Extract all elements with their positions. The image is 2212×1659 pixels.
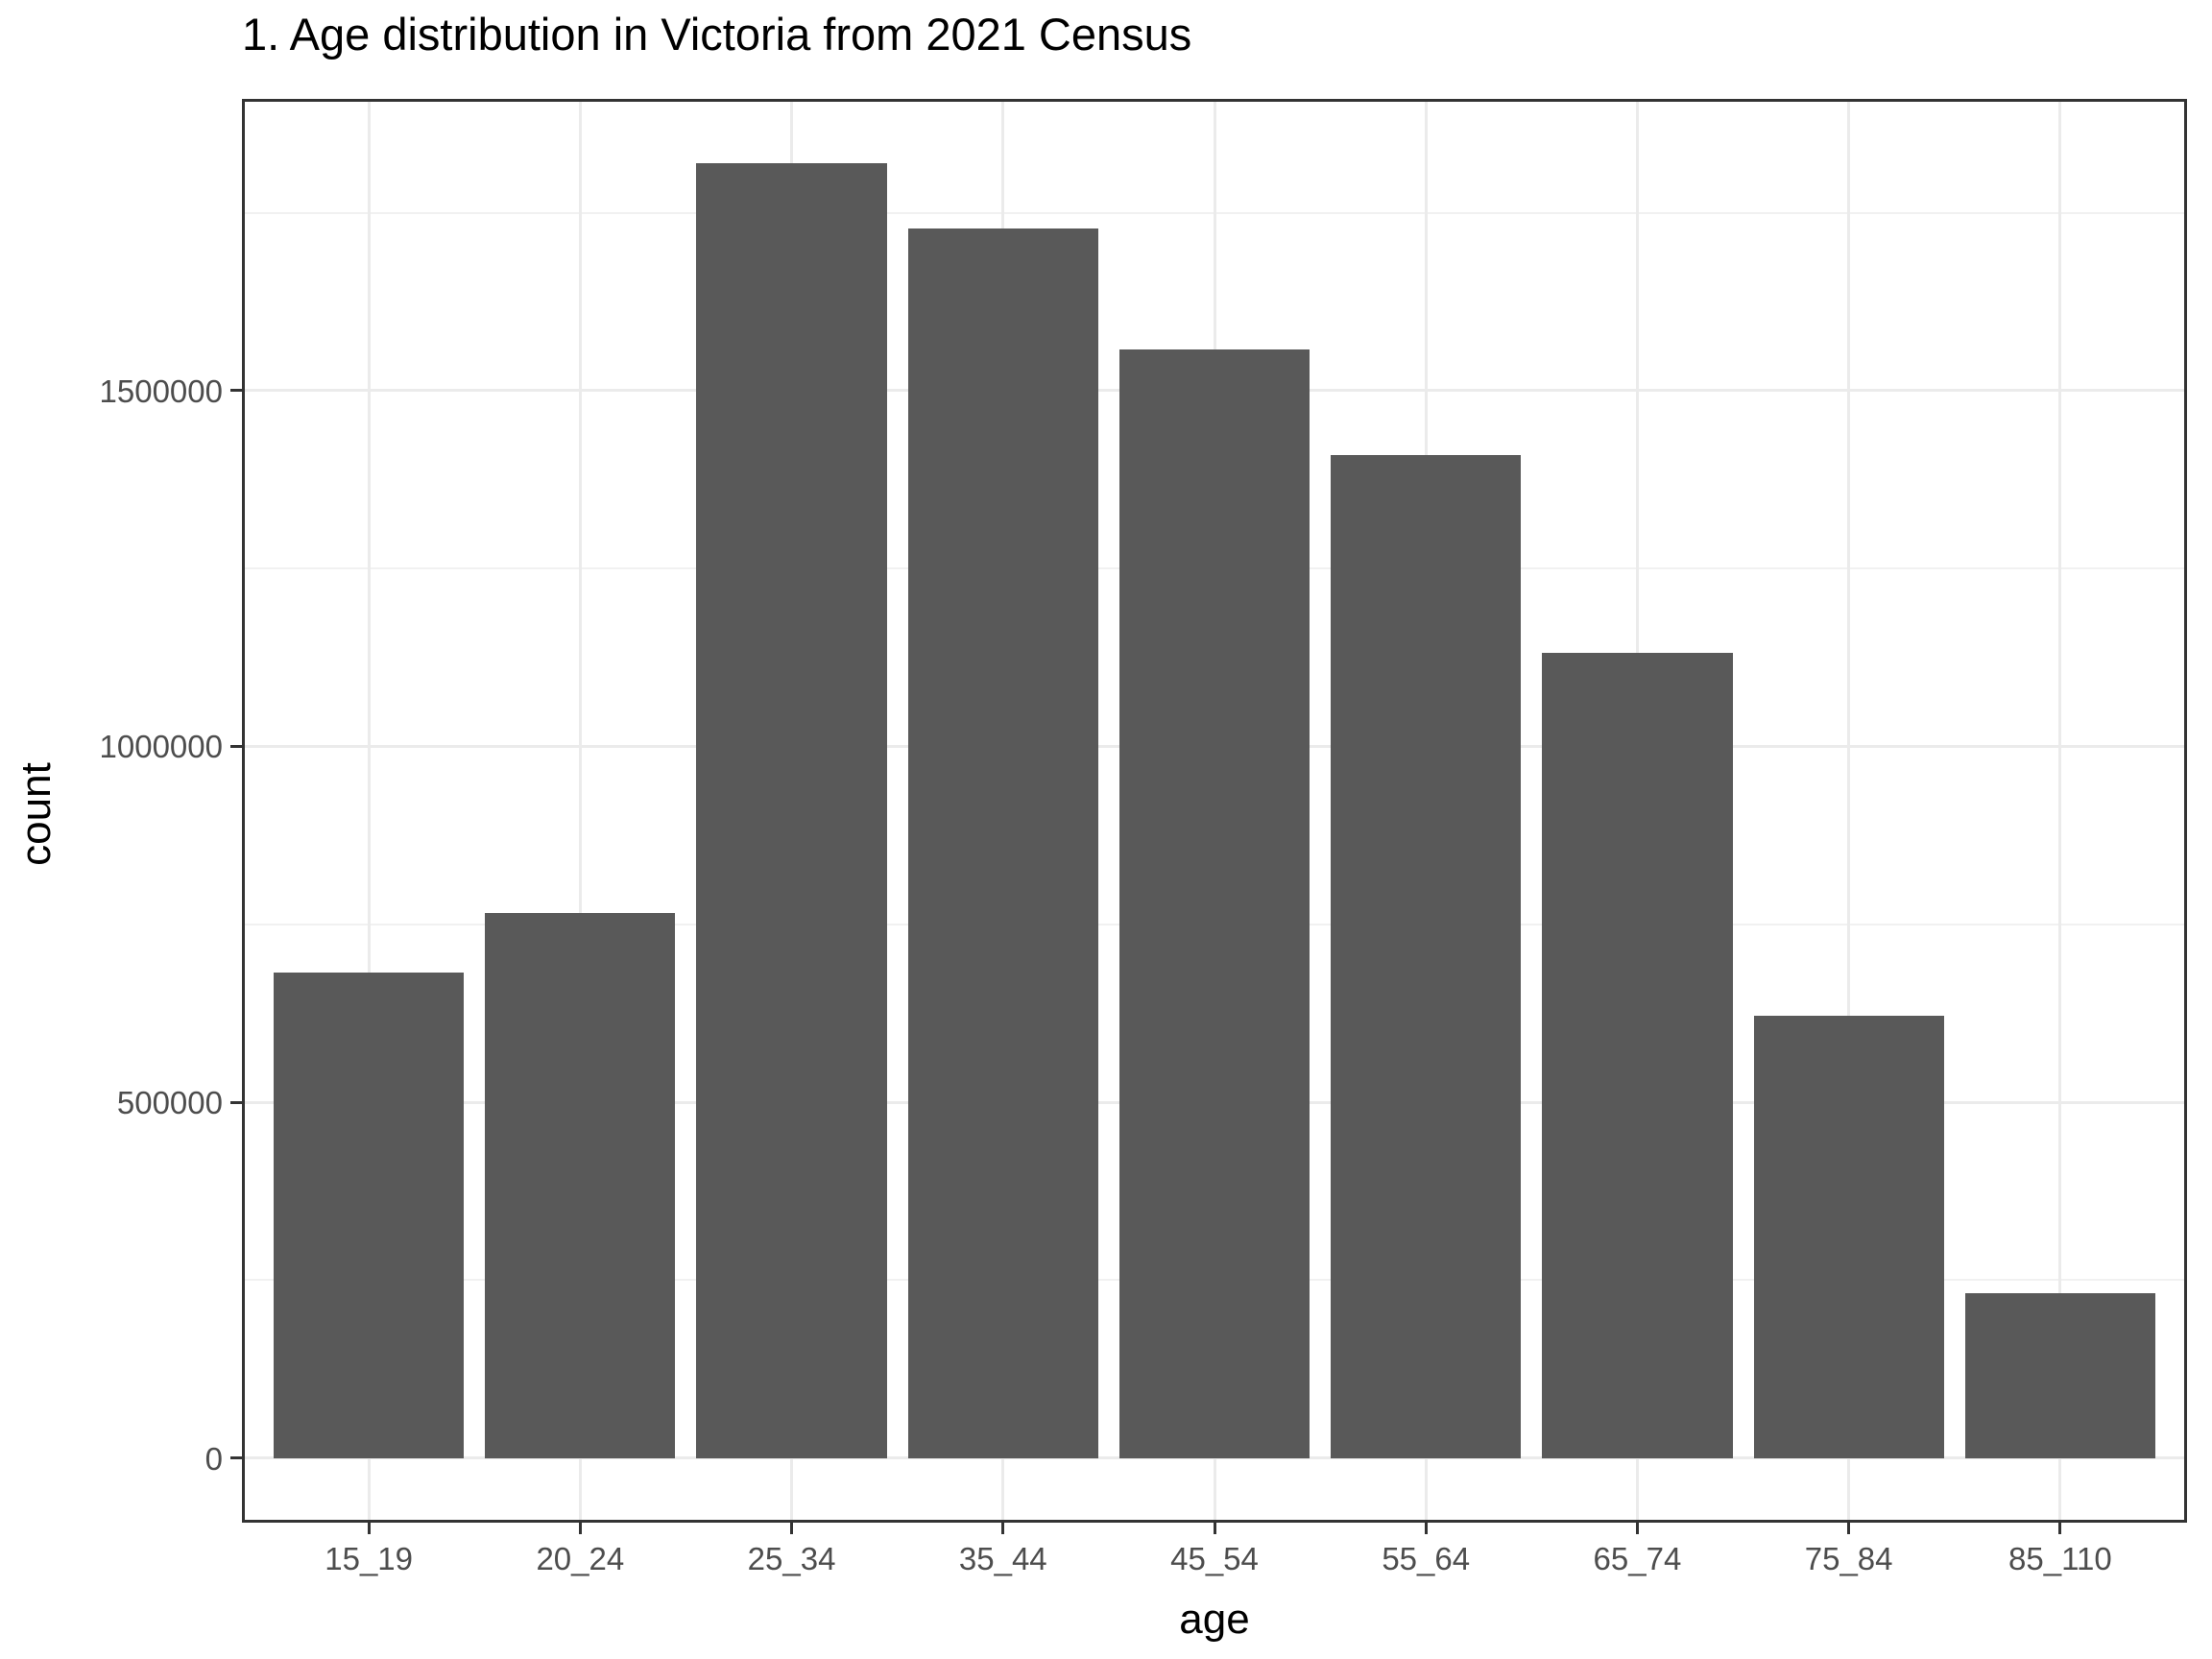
y-tick-1500000 [230,389,242,393]
bar-15_19 [274,973,465,1458]
bar-75_84 [1753,1016,1944,1458]
x-tick-label-35_44: 35_44 [958,1541,1047,1576]
x-tick-label-55_64: 55_64 [1382,1541,1471,1576]
bar-25_34 [696,163,887,1458]
y-tick-0 [230,1456,242,1460]
x-tick-65_74 [1635,1523,1639,1534]
bar-85_110 [1964,1292,2155,1458]
x-tick-label-65_74: 65_74 [1593,1541,1682,1576]
y-tick-500000 [230,1100,242,1104]
chart-title: 1. Age distribution in Victoria from 202… [242,9,1192,60]
gridline-x-20_24 [578,99,582,1523]
bar-35_44 [907,228,1098,1458]
x-tick-25_34 [790,1523,794,1534]
gridline-x-15_19 [367,99,371,1523]
y-tick-label-1500000: 1500000 [99,373,223,409]
x-tick-75_84 [1847,1523,1851,1534]
x-tick-85_110 [2058,1523,2062,1534]
x-tick-label-85_110: 85_110 [2008,1541,2112,1576]
gridline-x-85_110 [2058,99,2062,1523]
x-tick-15_19 [367,1523,371,1534]
x-tick-label-75_84: 75_84 [1804,1541,1893,1576]
bar-20_24 [485,912,676,1458]
x-tick-55_64 [1424,1523,1428,1534]
x-tick-45_54 [1213,1523,1216,1534]
plot-panel [242,99,2187,1523]
x-axis-title: age [1179,1596,1250,1643]
x-tick-20_24 [578,1523,582,1534]
y-axis-title: count [12,761,60,866]
bar-55_64 [1331,454,1522,1458]
x-tick-label-20_24: 20_24 [536,1541,625,1576]
y-tick-label-500000: 500000 [116,1085,223,1120]
x-tick-label-25_34: 25_34 [747,1541,836,1576]
y-tick-label-0: 0 [204,1440,223,1477]
x-tick-35_44 [1001,1523,1005,1534]
bar-45_54 [1118,349,1310,1458]
y-tick-1000000 [230,744,242,748]
y-tick-label-1000000: 1000000 [99,729,223,765]
bar-65_74 [1542,653,1733,1458]
x-tick-label-45_54: 45_54 [1170,1541,1259,1576]
x-tick-label-15_19: 15_19 [325,1541,413,1576]
gridline-x-75_84 [1847,99,1851,1523]
